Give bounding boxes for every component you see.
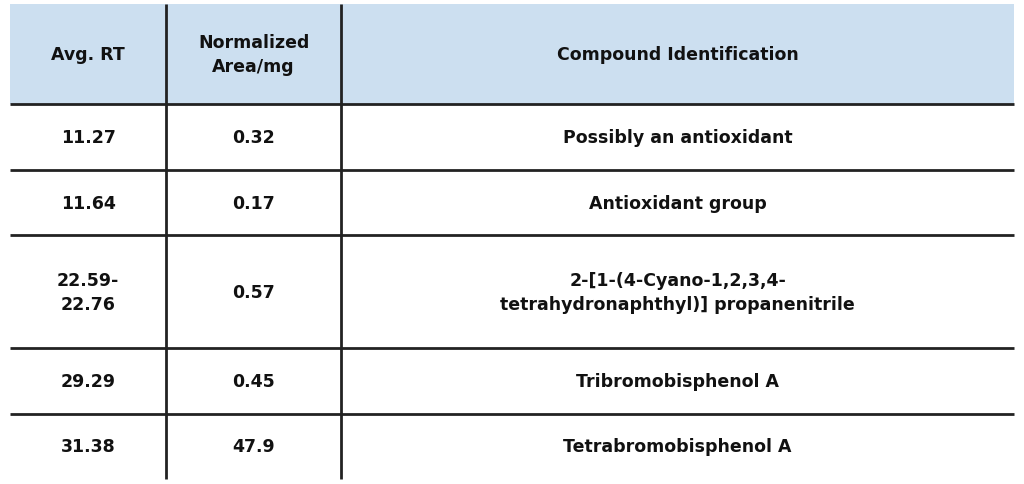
Text: 0.17: 0.17 xyxy=(232,194,275,212)
Text: 29.29: 29.29 xyxy=(60,372,116,390)
Text: 0.45: 0.45 xyxy=(232,372,275,390)
Text: 0.32: 0.32 xyxy=(232,129,275,147)
Bar xyxy=(10,105,1014,479)
Text: Normalized
Area/mg: Normalized Area/mg xyxy=(198,34,309,76)
Text: 31.38: 31.38 xyxy=(60,438,116,455)
Text: Possibly an antioxidant: Possibly an antioxidant xyxy=(563,129,793,147)
Text: Tetrabromobisphenol A: Tetrabromobisphenol A xyxy=(563,438,792,455)
Text: Compound Identification: Compound Identification xyxy=(557,46,799,64)
Text: 11.27: 11.27 xyxy=(60,129,116,147)
Text: Tribromobisphenol A: Tribromobisphenol A xyxy=(577,372,779,390)
Text: 0.57: 0.57 xyxy=(232,283,275,301)
Text: Avg. RT: Avg. RT xyxy=(51,46,125,64)
Text: 11.64: 11.64 xyxy=(60,194,116,212)
Text: 47.9: 47.9 xyxy=(232,438,274,455)
Text: Antioxidant group: Antioxidant group xyxy=(589,194,766,212)
Bar xyxy=(10,5,1014,105)
Text: 2-[1-(4-Cyano-1,2,3,4-
tetrahydronaphthyl)] propanenitrile: 2-[1-(4-Cyano-1,2,3,4- tetrahydronaphthy… xyxy=(500,272,855,313)
Text: 22.59-
22.76: 22.59- 22.76 xyxy=(56,272,119,313)
